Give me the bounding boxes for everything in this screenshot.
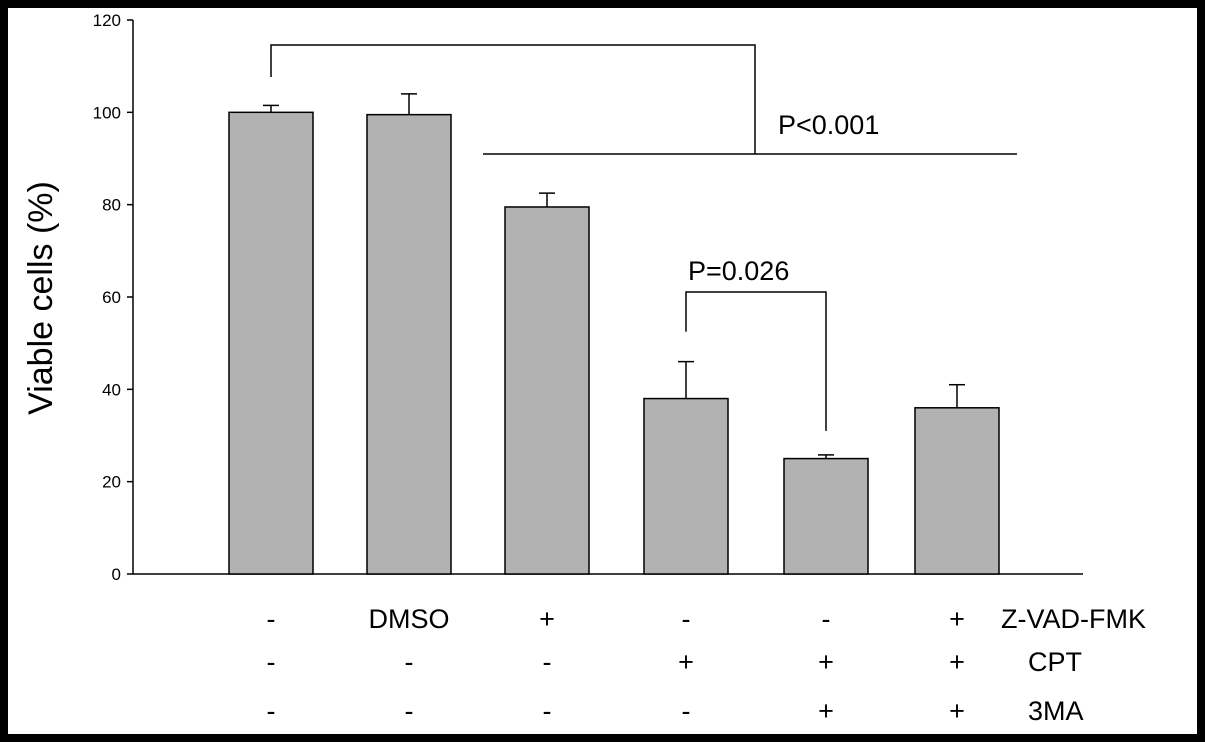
- treatment-mark: +: [949, 647, 965, 677]
- treatment-mark: +: [818, 647, 834, 677]
- treatment-mark: -: [267, 604, 276, 634]
- significance-brackets: P<0.001 P=0.026: [270, 44, 1017, 431]
- y-tick-label: 0: [112, 565, 121, 584]
- bar: [366, 113, 452, 575]
- y-tick-label: 100: [93, 103, 121, 122]
- bar: [783, 457, 869, 575]
- p-value-label: P=0.026: [688, 256, 789, 286]
- treatment-mark: -: [267, 647, 276, 677]
- treatment-mark: -: [267, 696, 276, 726]
- y-tick-label: 120: [93, 11, 121, 30]
- treatment-mark: +: [678, 647, 694, 677]
- treatment-mark: -: [405, 647, 414, 677]
- bracket-p026: [685, 291, 827, 431]
- bar: [914, 407, 1000, 575]
- treatment-mark: -: [543, 696, 552, 726]
- treatment-mark: DMSO: [369, 604, 450, 634]
- treatment-mark: -: [682, 604, 691, 634]
- treatment-mark: -: [682, 696, 691, 726]
- p-value-label: P<0.001: [778, 110, 879, 140]
- y-tick-label: 20: [102, 473, 121, 492]
- bracket-p001-upper: [270, 44, 756, 154]
- treatment-mark: +: [949, 696, 965, 726]
- y-tick-label: 80: [102, 196, 121, 215]
- treatment-name: Z-VAD-FMK: [1001, 604, 1146, 634]
- treatment-name: 3MA: [1028, 696, 1084, 726]
- bar-chart: 0 20 40 60 80 100 120 Viable cells (%) P<0.001…: [22, 11, 1146, 726]
- y-tick-label: 40: [102, 380, 121, 399]
- treatment-mark: -: [543, 647, 552, 677]
- bar: [504, 206, 590, 575]
- treatment-mark: -: [822, 604, 831, 634]
- treatment-mark: -: [405, 696, 414, 726]
- treatment-mark: +: [818, 696, 834, 726]
- y-axis-title: Viable cells (%): [22, 181, 60, 415]
- bars: [228, 111, 1000, 575]
- y-tick-label: 60: [102, 288, 121, 307]
- y-ticks: 0 20 40 60 80 100 120: [93, 11, 133, 584]
- treatment-table: - DMSO + - - + Z-VAD-FMK - - - + + + CPT - - - - + +3MA: [267, 604, 1146, 726]
- bar: [228, 111, 314, 575]
- bar: [643, 397, 729, 575]
- treatment-name: CPT: [1028, 647, 1082, 677]
- figure-frame: 0 20 40 60 80 100 120 Viable cells (%) P<0.001…: [8, 8, 1197, 734]
- treatment-mark: +: [949, 604, 965, 634]
- treatment-mark: +: [539, 604, 555, 634]
- error-bars: [263, 93, 965, 459]
